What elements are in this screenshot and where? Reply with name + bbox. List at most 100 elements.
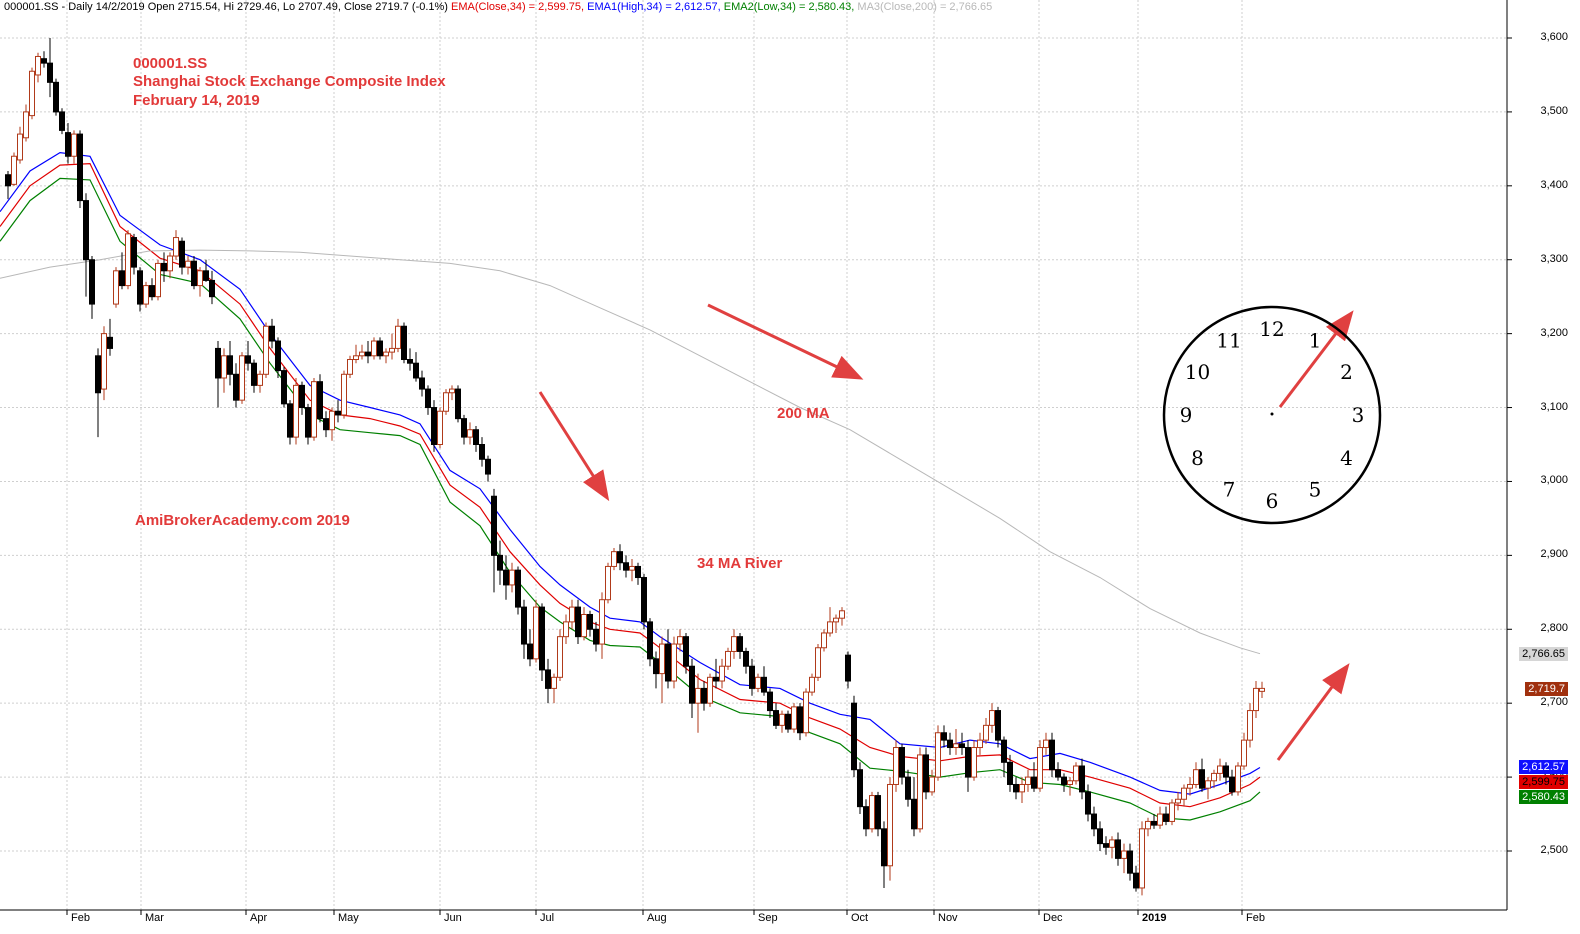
candle-body <box>23 111 29 139</box>
x-tick-label: Mar <box>145 912 164 924</box>
candle-body <box>617 551 623 564</box>
candle-body <box>347 359 353 375</box>
candle-body <box>701 687 707 704</box>
candle-body <box>509 569 515 586</box>
candle-body <box>479 444 485 460</box>
badge-ema-low: 2,580.43 <box>1519 790 1568 804</box>
x-tick-label: Sep <box>758 912 778 924</box>
candle-body <box>743 650 749 667</box>
badge-ema-high: 2,612.57 <box>1519 760 1568 774</box>
candle-body <box>383 351 389 357</box>
trend-arrow-up-1 <box>1276 663 1350 761</box>
candle-body <box>641 577 647 623</box>
candle-body <box>647 621 653 660</box>
candle-body <box>359 351 365 357</box>
candle-body <box>1127 850 1133 874</box>
candle-body <box>887 783 893 867</box>
candle-body <box>707 676 713 704</box>
candle-body <box>665 643 671 682</box>
candle-body <box>239 355 245 401</box>
candle-body <box>137 270 143 305</box>
candle-body <box>533 606 539 660</box>
candle-body <box>245 355 251 364</box>
candle-body <box>545 669 551 689</box>
candle-body <box>431 407 437 445</box>
candle-body <box>455 388 461 420</box>
chart-grid <box>0 0 1507 910</box>
clock-number: 9 <box>1180 403 1193 427</box>
candle-body <box>1139 828 1145 889</box>
candle-body <box>389 347 395 353</box>
candle-body <box>299 384 305 409</box>
candle-body <box>275 340 281 372</box>
candle-body <box>869 795 875 830</box>
candle-body <box>1151 820 1157 826</box>
candle-body <box>311 381 317 438</box>
clock-number: 1 <box>1309 329 1322 353</box>
clock-number: 6 <box>1266 489 1279 513</box>
candle-body <box>689 665 695 704</box>
chart-title-1: 000001.SS <box>133 55 208 72</box>
candle-body <box>827 621 833 634</box>
y-tick-label: 3,600 <box>1540 31 1568 43</box>
candle-body <box>797 706 803 734</box>
candle-body <box>1187 783 1193 789</box>
ma-line <box>0 177 1261 821</box>
candle-body <box>473 429 479 445</box>
candle-body <box>437 410 443 445</box>
candle-body <box>1067 780 1073 785</box>
candle-body <box>527 643 533 660</box>
candle-body <box>251 362 257 386</box>
x-tick-label: Nov <box>938 912 958 924</box>
candle-body <box>233 373 239 401</box>
candle-body <box>893 747 899 785</box>
candle-body <box>953 743 959 749</box>
x-tick-label: Aug <box>647 912 667 924</box>
candle-body <box>935 732 941 778</box>
candle-body <box>815 647 821 678</box>
candle-body <box>95 355 101 394</box>
candle-body <box>791 706 797 730</box>
candle-body <box>779 713 785 726</box>
candle-body <box>983 724 989 741</box>
y-tick-label: 2,700 <box>1540 696 1568 709</box>
candle-body <box>581 613 587 638</box>
candle-body <box>575 606 581 638</box>
candle-body <box>515 569 521 608</box>
candle-body <box>101 333 107 390</box>
candle-body <box>11 155 17 185</box>
candle-body <box>1253 687 1259 712</box>
candle-body <box>377 340 383 357</box>
candle-body <box>623 562 629 571</box>
candle-body <box>1091 813 1097 830</box>
candle-body <box>749 665 755 689</box>
y-tick-label: 3,100 <box>1540 400 1568 413</box>
clock-number: 11 <box>1216 329 1241 353</box>
candle-body <box>1019 783 1025 793</box>
candle-body <box>737 636 743 652</box>
axis-ticks <box>66 37 1512 915</box>
candle-body <box>29 70 35 117</box>
candle-body <box>563 621 569 638</box>
candle-body <box>341 373 347 416</box>
candle-body <box>329 410 335 431</box>
candle-body <box>881 828 887 867</box>
candle-body <box>5 174 11 187</box>
candle-body <box>119 270 125 287</box>
candle-body <box>959 743 965 749</box>
candle-body <box>767 691 773 712</box>
candle-body <box>353 355 359 361</box>
candle-body <box>497 554 503 571</box>
candle-body <box>1199 769 1205 789</box>
badge-close: 2,719.7 <box>1525 682 1568 696</box>
candle-body <box>185 260 191 268</box>
candle-body <box>1109 839 1115 848</box>
y-tick-label: 3,300 <box>1540 252 1568 265</box>
candle-body <box>803 691 809 734</box>
badge-ema-close: 2,599.75 <box>1519 775 1568 789</box>
candle-body <box>899 747 905 778</box>
candle-body <box>719 665 725 682</box>
candle-body <box>653 658 659 675</box>
candle-body <box>863 806 869 830</box>
candle-body <box>857 769 863 808</box>
